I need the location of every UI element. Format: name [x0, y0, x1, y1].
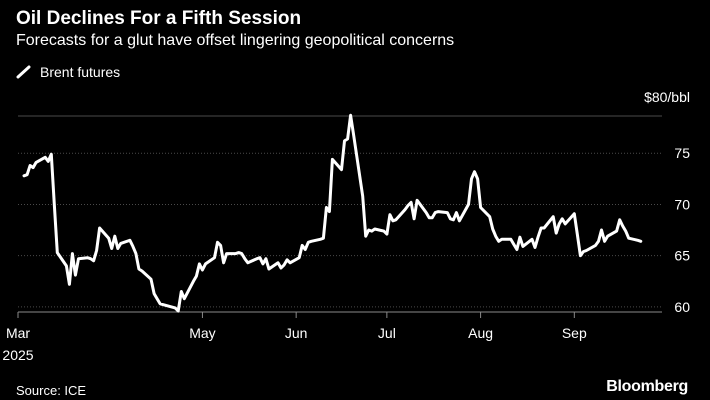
x-tick-label-mar: Mar [6, 325, 30, 341]
series-layer [22, 113, 643, 313]
legend-line-swatch-icon [16, 65, 31, 79]
x-tick-label-jul: Jul [378, 325, 396, 341]
bloomberg-logo: Bloomberg [606, 378, 688, 395]
source-note: Source: ICE [16, 383, 87, 398]
chart-subtitle: Forecasts for a glut have offset lingeri… [16, 32, 455, 49]
chart-title: Oil Declines For a Fifth Session [16, 8, 302, 29]
y-unit-label: $80/bbl [644, 89, 690, 105]
y-tick-label-70: 70 [674, 196, 690, 212]
x-tick-label-sep: Sep [562, 325, 587, 341]
grid [18, 115, 662, 308]
legend: Brent futures [16, 64, 120, 80]
x-tick-label-may: May [189, 325, 215, 341]
axes: $80/bbl 60 65 70 75 Mar 2025 May Jun Jul Aug Sep [2, 89, 690, 363]
legend-label: Brent futures [40, 64, 121, 80]
series-line-brent-futures [22, 113, 643, 313]
x-tick-label-jun: Jun [285, 325, 308, 341]
y-tick-label-60: 60 [674, 299, 690, 315]
y-tick-label-65: 65 [674, 248, 690, 264]
x-tick-sublabel-year: 2025 [2, 347, 33, 363]
x-tick-label-aug: Aug [468, 325, 493, 341]
y-tick-label-75: 75 [674, 145, 690, 161]
